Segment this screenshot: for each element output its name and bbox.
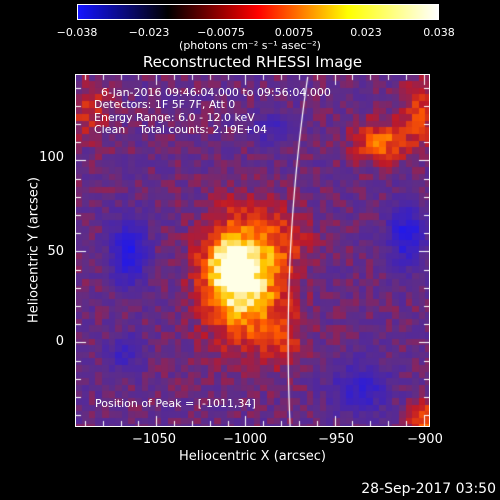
- reconstructed-image: [75, 74, 430, 427]
- x-tick-label: −950: [318, 432, 354, 447]
- colorbar-tick-label: −0.023: [128, 26, 170, 39]
- detectors-text: Detectors: 1F 5F 7F, Att 0: [94, 98, 236, 111]
- y-tick-label: 0: [55, 334, 64, 349]
- colorbar-tick-label: 0.0075: [274, 26, 314, 39]
- x-tick-label: −900: [407, 432, 443, 447]
- colorbar-tick-label: 0.038: [423, 26, 455, 39]
- x-axis-label: Heliocentric X (arcsec): [179, 449, 326, 464]
- y-axis-label: Heliocentric Y (arcsec): [26, 177, 42, 323]
- colorbar-tick-label: 0.023: [350, 26, 382, 39]
- image-canvas: [76, 75, 429, 426]
- colorbar-tick-label: −0.038: [56, 26, 98, 39]
- x-tick-label: −1000: [223, 432, 267, 447]
- x-tick-label: −1050: [132, 432, 176, 447]
- footer-timestamp: 28-Sep-2017 03:50: [361, 481, 496, 497]
- peak-position-text: Position of Peak = [-1011,34]: [95, 397, 256, 410]
- colorbar-tick-label: −0.0075: [197, 26, 245, 39]
- y-tick-label: 100: [39, 150, 64, 165]
- time-range-text: 6-Jan-2016 09:46:04.000 to 09:56:04.000: [101, 86, 331, 99]
- colorbar-units-label: (photons cm⁻² s⁻¹ asec⁻²): [179, 39, 321, 52]
- colorbar: [77, 4, 439, 20]
- image-title: Reconstructed RHESSI Image: [142, 53, 363, 71]
- clean-counts-text: Clean Total counts: 2.19E+04: [94, 123, 268, 136]
- energy-range-text: Energy Range: 6.0 - 12.0 keV: [94, 111, 255, 124]
- y-tick-label: 50: [47, 244, 64, 259]
